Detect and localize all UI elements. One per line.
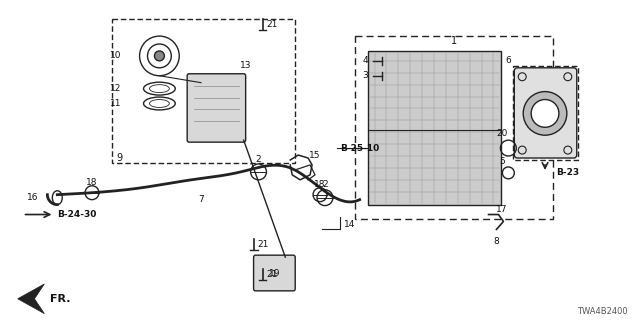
- Text: 20: 20: [497, 129, 508, 138]
- Text: 2: 2: [256, 155, 261, 164]
- Text: 13: 13: [240, 61, 252, 70]
- Circle shape: [154, 51, 164, 61]
- FancyBboxPatch shape: [253, 255, 295, 291]
- Text: 9: 9: [116, 153, 123, 163]
- Text: TWA4B2400: TWA4B2400: [577, 307, 627, 316]
- Text: 18: 18: [314, 180, 326, 189]
- Bar: [513, 66, 578, 160]
- Text: 21: 21: [267, 20, 278, 29]
- Text: 15: 15: [309, 150, 321, 160]
- Text: 19: 19: [269, 268, 280, 277]
- Text: 8: 8: [493, 237, 499, 246]
- Text: B-25-10: B-25-10: [340, 144, 379, 153]
- FancyBboxPatch shape: [515, 68, 577, 158]
- Text: 4: 4: [363, 56, 369, 65]
- Text: 12: 12: [110, 84, 122, 93]
- Text: 18: 18: [86, 178, 98, 187]
- Text: 11: 11: [110, 99, 122, 108]
- Text: 14: 14: [344, 220, 355, 229]
- Text: 16: 16: [27, 193, 38, 202]
- Text: 10: 10: [110, 52, 122, 60]
- Text: B-24-30: B-24-30: [58, 210, 97, 219]
- Bar: [112, 19, 295, 163]
- Text: 21: 21: [258, 240, 269, 249]
- Text: 5: 5: [500, 157, 505, 166]
- Text: 6: 6: [506, 56, 511, 65]
- Bar: [355, 36, 553, 220]
- Text: B-23: B-23: [556, 168, 579, 177]
- Circle shape: [531, 100, 559, 127]
- Polygon shape: [18, 284, 44, 314]
- FancyBboxPatch shape: [187, 74, 246, 142]
- Text: 3: 3: [363, 71, 369, 80]
- Text: 2: 2: [322, 180, 328, 189]
- Text: 17: 17: [495, 205, 507, 214]
- Circle shape: [524, 92, 567, 135]
- FancyBboxPatch shape: [367, 51, 501, 204]
- Text: 1: 1: [451, 36, 457, 46]
- Text: 7: 7: [198, 195, 204, 204]
- Text: 21: 21: [267, 269, 278, 278]
- Text: FR.: FR.: [51, 294, 71, 304]
